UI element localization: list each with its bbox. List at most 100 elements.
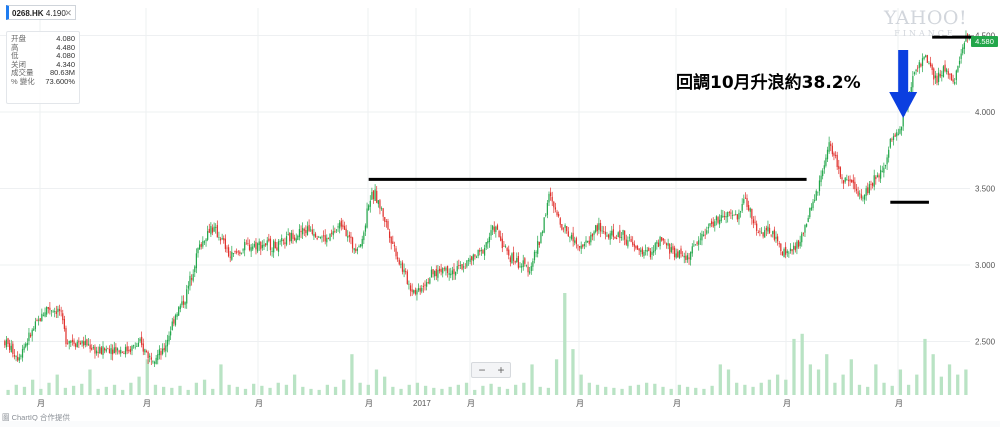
candle-body: [437, 270, 439, 278]
volume-bar: [775, 374, 780, 395]
candle-body: [105, 349, 107, 352]
candle-body: [615, 238, 618, 240]
candle-body: [844, 177, 846, 182]
candle-body: [619, 230, 621, 239]
chartiq-credit: 圖 ChartIQ 合作提供: [2, 413, 70, 422]
volume-bar: [153, 384, 158, 395]
candle-body: [86, 339, 88, 346]
candle-body: [318, 236, 320, 238]
candle-body: [466, 260, 468, 267]
volume-bar: [243, 388, 248, 395]
volume-bar: [612, 387, 616, 395]
candle-body: [640, 250, 642, 252]
candle-body: [92, 347, 94, 348]
candle-body: [849, 179, 851, 182]
volume-bar: [759, 382, 763, 395]
candle-body: [356, 248, 359, 251]
candle-body: [15, 356, 17, 357]
volume-bar: [260, 385, 264, 395]
candle-body: [495, 226, 497, 233]
candle-body: [665, 243, 668, 246]
candle-body: [587, 240, 589, 242]
candle-body: [501, 238, 503, 249]
volume-bar: [292, 374, 297, 395]
candle-body: [614, 236, 616, 239]
close-icon[interactable]: ✕: [64, 8, 72, 18]
candle-body: [834, 155, 837, 156]
candle-body: [591, 233, 594, 237]
candle-body: [227, 247, 230, 257]
candle-body: [937, 72, 940, 82]
candle-body: [511, 253, 513, 264]
candle-body: [785, 246, 787, 255]
volume-bar: [47, 382, 51, 395]
candle-body: [20, 355, 22, 357]
candle-body: [424, 284, 426, 286]
candle-body: [545, 214, 547, 216]
candle-body: [202, 240, 204, 247]
candle-body: [58, 309, 61, 311]
volume-bar: [743, 384, 747, 395]
candle-body: [936, 75, 938, 83]
candle-body: [131, 346, 133, 351]
candle-body: [920, 63, 922, 67]
candle-body: [343, 226, 346, 230]
candle-body: [303, 229, 305, 231]
ticker-chip[interactable]: 0268.HK 4.190 ✕: [6, 5, 76, 20]
candle-body: [635, 245, 637, 249]
candle-body: [754, 221, 756, 223]
candle-body: [33, 328, 35, 331]
candle-body: [475, 256, 478, 258]
candle-body: [752, 219, 755, 224]
zoom-out-button[interactable]: −: [478, 363, 486, 377]
candle-body: [723, 216, 726, 218]
candle-body: [548, 193, 550, 203]
candle-body: [772, 231, 774, 235]
candle-body: [739, 211, 742, 213]
candle-body: [42, 315, 45, 317]
candle-body: [363, 232, 365, 241]
candle-body: [166, 339, 169, 347]
candle-body: [762, 232, 764, 237]
candle-body: [463, 266, 465, 268]
candle-body: [567, 231, 569, 237]
candle-body: [802, 232, 804, 234]
ohlc-info-panel: 开盘 4.080 高 4.480 低 4.080 关闭 4.340 成交量 80.63M …: [6, 31, 80, 104]
candle-body: [211, 227, 214, 233]
volume-bar: [653, 383, 657, 395]
zoom-in-button[interactable]: +: [497, 363, 505, 377]
candle-body: [929, 62, 932, 67]
volume-bar: [194, 382, 199, 395]
volume-bar: [718, 364, 722, 395]
volume-bar: [497, 386, 501, 395]
candle-body: [364, 225, 367, 232]
candle-body: [453, 268, 455, 275]
candle-body: [118, 350, 120, 353]
candle-body: [395, 248, 397, 257]
volume-bar: [219, 364, 223, 395]
candle-body: [949, 73, 951, 75]
candle-body: [910, 87, 912, 95]
candle-body: [749, 208, 751, 212]
volume-bar: [514, 384, 518, 395]
volume-bar: [661, 386, 665, 395]
candle-body: [195, 253, 198, 269]
candle-body: [814, 200, 816, 201]
candle-body: [97, 352, 99, 354]
volume-bar: [931, 354, 935, 395]
candle-body: [702, 234, 705, 236]
candle-body: [797, 240, 800, 247]
candle-body: [295, 238, 297, 242]
volume-bar: [800, 333, 804, 395]
candle-body: [351, 237, 354, 249]
candle-body: [21, 349, 24, 358]
candle-body: [865, 188, 867, 196]
candle-body: [189, 275, 191, 287]
volume-bar: [694, 387, 698, 395]
candle-body: [812, 201, 814, 209]
volume-bar: [473, 389, 477, 395]
candle-body: [530, 266, 532, 272]
candle-body: [768, 227, 771, 234]
candle-body: [603, 231, 605, 233]
